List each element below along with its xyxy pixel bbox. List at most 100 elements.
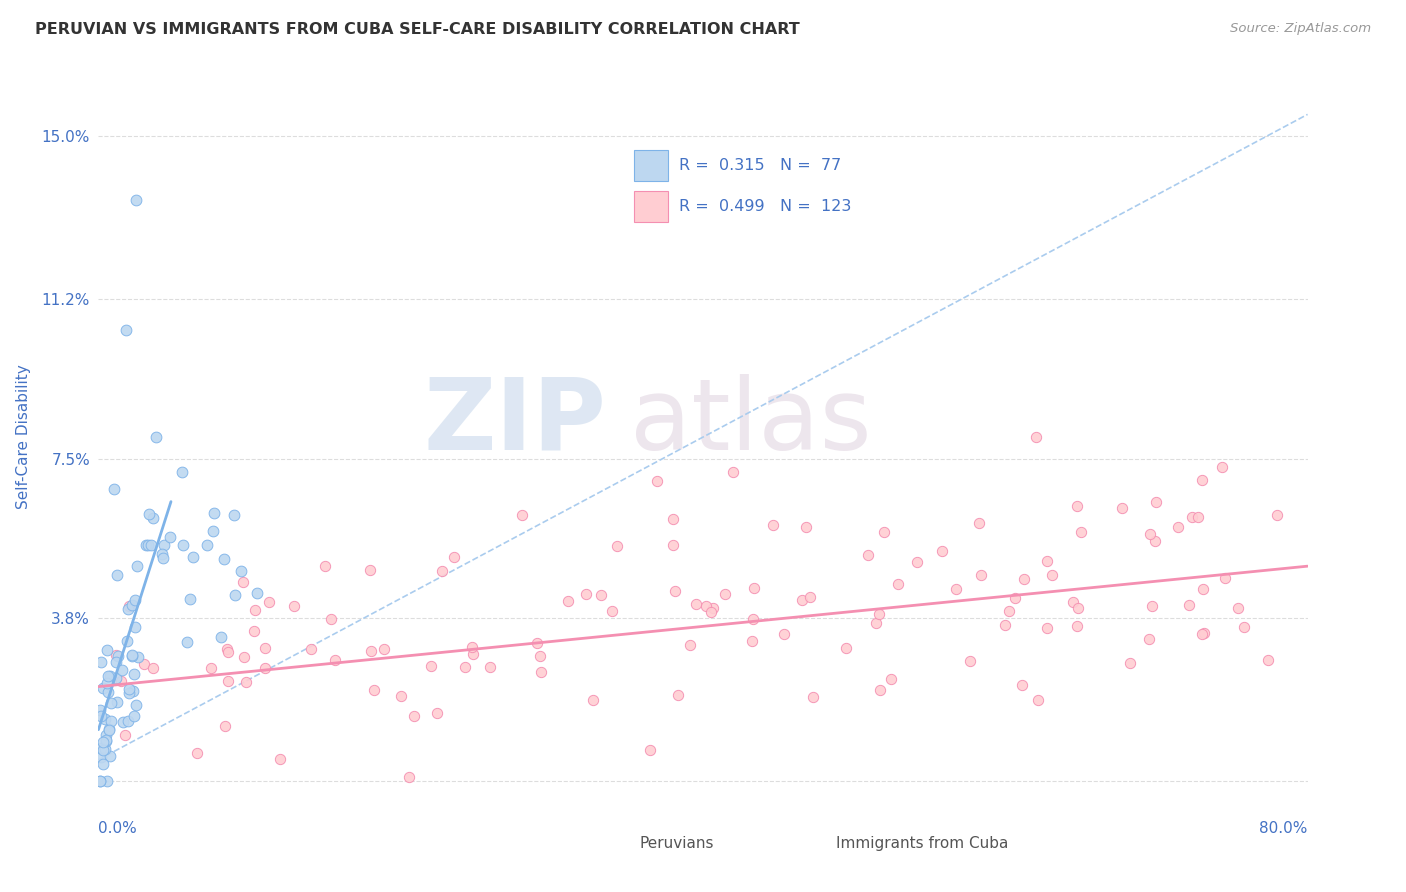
Point xyxy=(121,649,143,664)
Point xyxy=(1062,595,1084,609)
Point xyxy=(235,674,257,689)
Point xyxy=(404,708,426,723)
Text: 80.0%: 80.0% xyxy=(1260,821,1308,836)
Point xyxy=(803,690,825,704)
Point xyxy=(159,531,181,545)
Point xyxy=(105,648,128,662)
Point xyxy=(90,741,112,756)
Point xyxy=(96,734,118,748)
Point xyxy=(124,709,146,723)
Point xyxy=(100,714,122,728)
Point xyxy=(1024,430,1046,444)
Point xyxy=(153,538,176,552)
Point xyxy=(259,595,281,609)
Point xyxy=(243,624,266,638)
Point xyxy=(215,642,238,657)
Point xyxy=(111,663,134,677)
Point xyxy=(233,649,256,664)
Point xyxy=(1118,656,1140,670)
Point xyxy=(232,575,254,590)
Point xyxy=(1036,554,1059,568)
Point xyxy=(118,599,141,613)
Y-axis label: Self-Care Disability: Self-Care Disability xyxy=(15,365,31,509)
Point xyxy=(591,587,613,601)
Point xyxy=(762,517,785,532)
Text: ZIP: ZIP xyxy=(423,374,606,471)
Point xyxy=(200,660,222,674)
Point xyxy=(1137,632,1160,647)
Point xyxy=(176,635,198,649)
Point xyxy=(105,695,128,709)
Point xyxy=(186,746,208,760)
Point xyxy=(125,558,148,573)
Point xyxy=(1070,524,1092,539)
Point xyxy=(959,654,981,668)
Text: R =  0.499   N =  123: R = 0.499 N = 123 xyxy=(679,199,852,214)
Point xyxy=(1267,508,1289,522)
Point xyxy=(443,550,465,565)
Point xyxy=(89,774,111,789)
Point xyxy=(91,757,114,772)
Point xyxy=(1139,527,1161,541)
Point xyxy=(117,714,139,728)
Point xyxy=(600,604,623,618)
Point xyxy=(666,689,689,703)
Point xyxy=(606,539,628,553)
Point xyxy=(269,752,291,766)
Point xyxy=(172,538,194,552)
Point xyxy=(195,538,218,552)
Point xyxy=(741,634,763,648)
Point xyxy=(231,565,253,579)
Point xyxy=(1144,494,1167,508)
Point xyxy=(426,706,449,721)
Point xyxy=(135,538,157,552)
Point xyxy=(994,618,1017,632)
Point xyxy=(880,672,903,686)
Point xyxy=(122,666,145,681)
Point xyxy=(723,465,745,479)
Point xyxy=(1012,572,1035,586)
Point xyxy=(790,593,813,607)
Point xyxy=(967,516,990,530)
Point xyxy=(529,665,551,679)
Point xyxy=(138,538,160,552)
Point xyxy=(661,538,683,552)
Point xyxy=(111,714,134,729)
Point xyxy=(142,510,165,524)
Point xyxy=(557,594,579,608)
Point xyxy=(89,703,111,717)
Point xyxy=(647,474,669,488)
Point xyxy=(141,538,163,552)
Point xyxy=(107,648,129,663)
Point xyxy=(773,626,796,640)
Point xyxy=(118,682,141,697)
Point xyxy=(124,593,146,607)
Point xyxy=(91,743,114,757)
Point xyxy=(662,512,685,526)
Point xyxy=(105,671,128,685)
Point xyxy=(945,582,967,597)
Point xyxy=(1067,601,1090,615)
Point xyxy=(150,547,173,561)
Point xyxy=(742,612,765,626)
Point xyxy=(1213,571,1236,585)
Point xyxy=(93,712,115,726)
Point xyxy=(1233,620,1256,634)
Point xyxy=(1178,598,1201,612)
Point xyxy=(359,563,381,577)
Point xyxy=(121,684,143,698)
Point xyxy=(695,599,717,614)
Point xyxy=(970,568,993,582)
Point xyxy=(1040,568,1063,582)
Point xyxy=(1192,582,1215,596)
Text: PERUVIAN VS IMMIGRANTS FROM CUBA SELF-CARE DISABILITY CORRELATION CHART: PERUVIAN VS IMMIGRANTS FROM CUBA SELF-CA… xyxy=(35,22,800,37)
Point xyxy=(1167,520,1189,534)
Point xyxy=(714,587,737,601)
Point xyxy=(115,634,138,648)
Point xyxy=(664,584,686,599)
Point xyxy=(217,645,239,659)
Point xyxy=(98,748,121,763)
Text: Immigrants from Cuba: Immigrants from Cuba xyxy=(835,837,1008,851)
Point xyxy=(91,735,114,749)
Point xyxy=(1192,626,1215,640)
